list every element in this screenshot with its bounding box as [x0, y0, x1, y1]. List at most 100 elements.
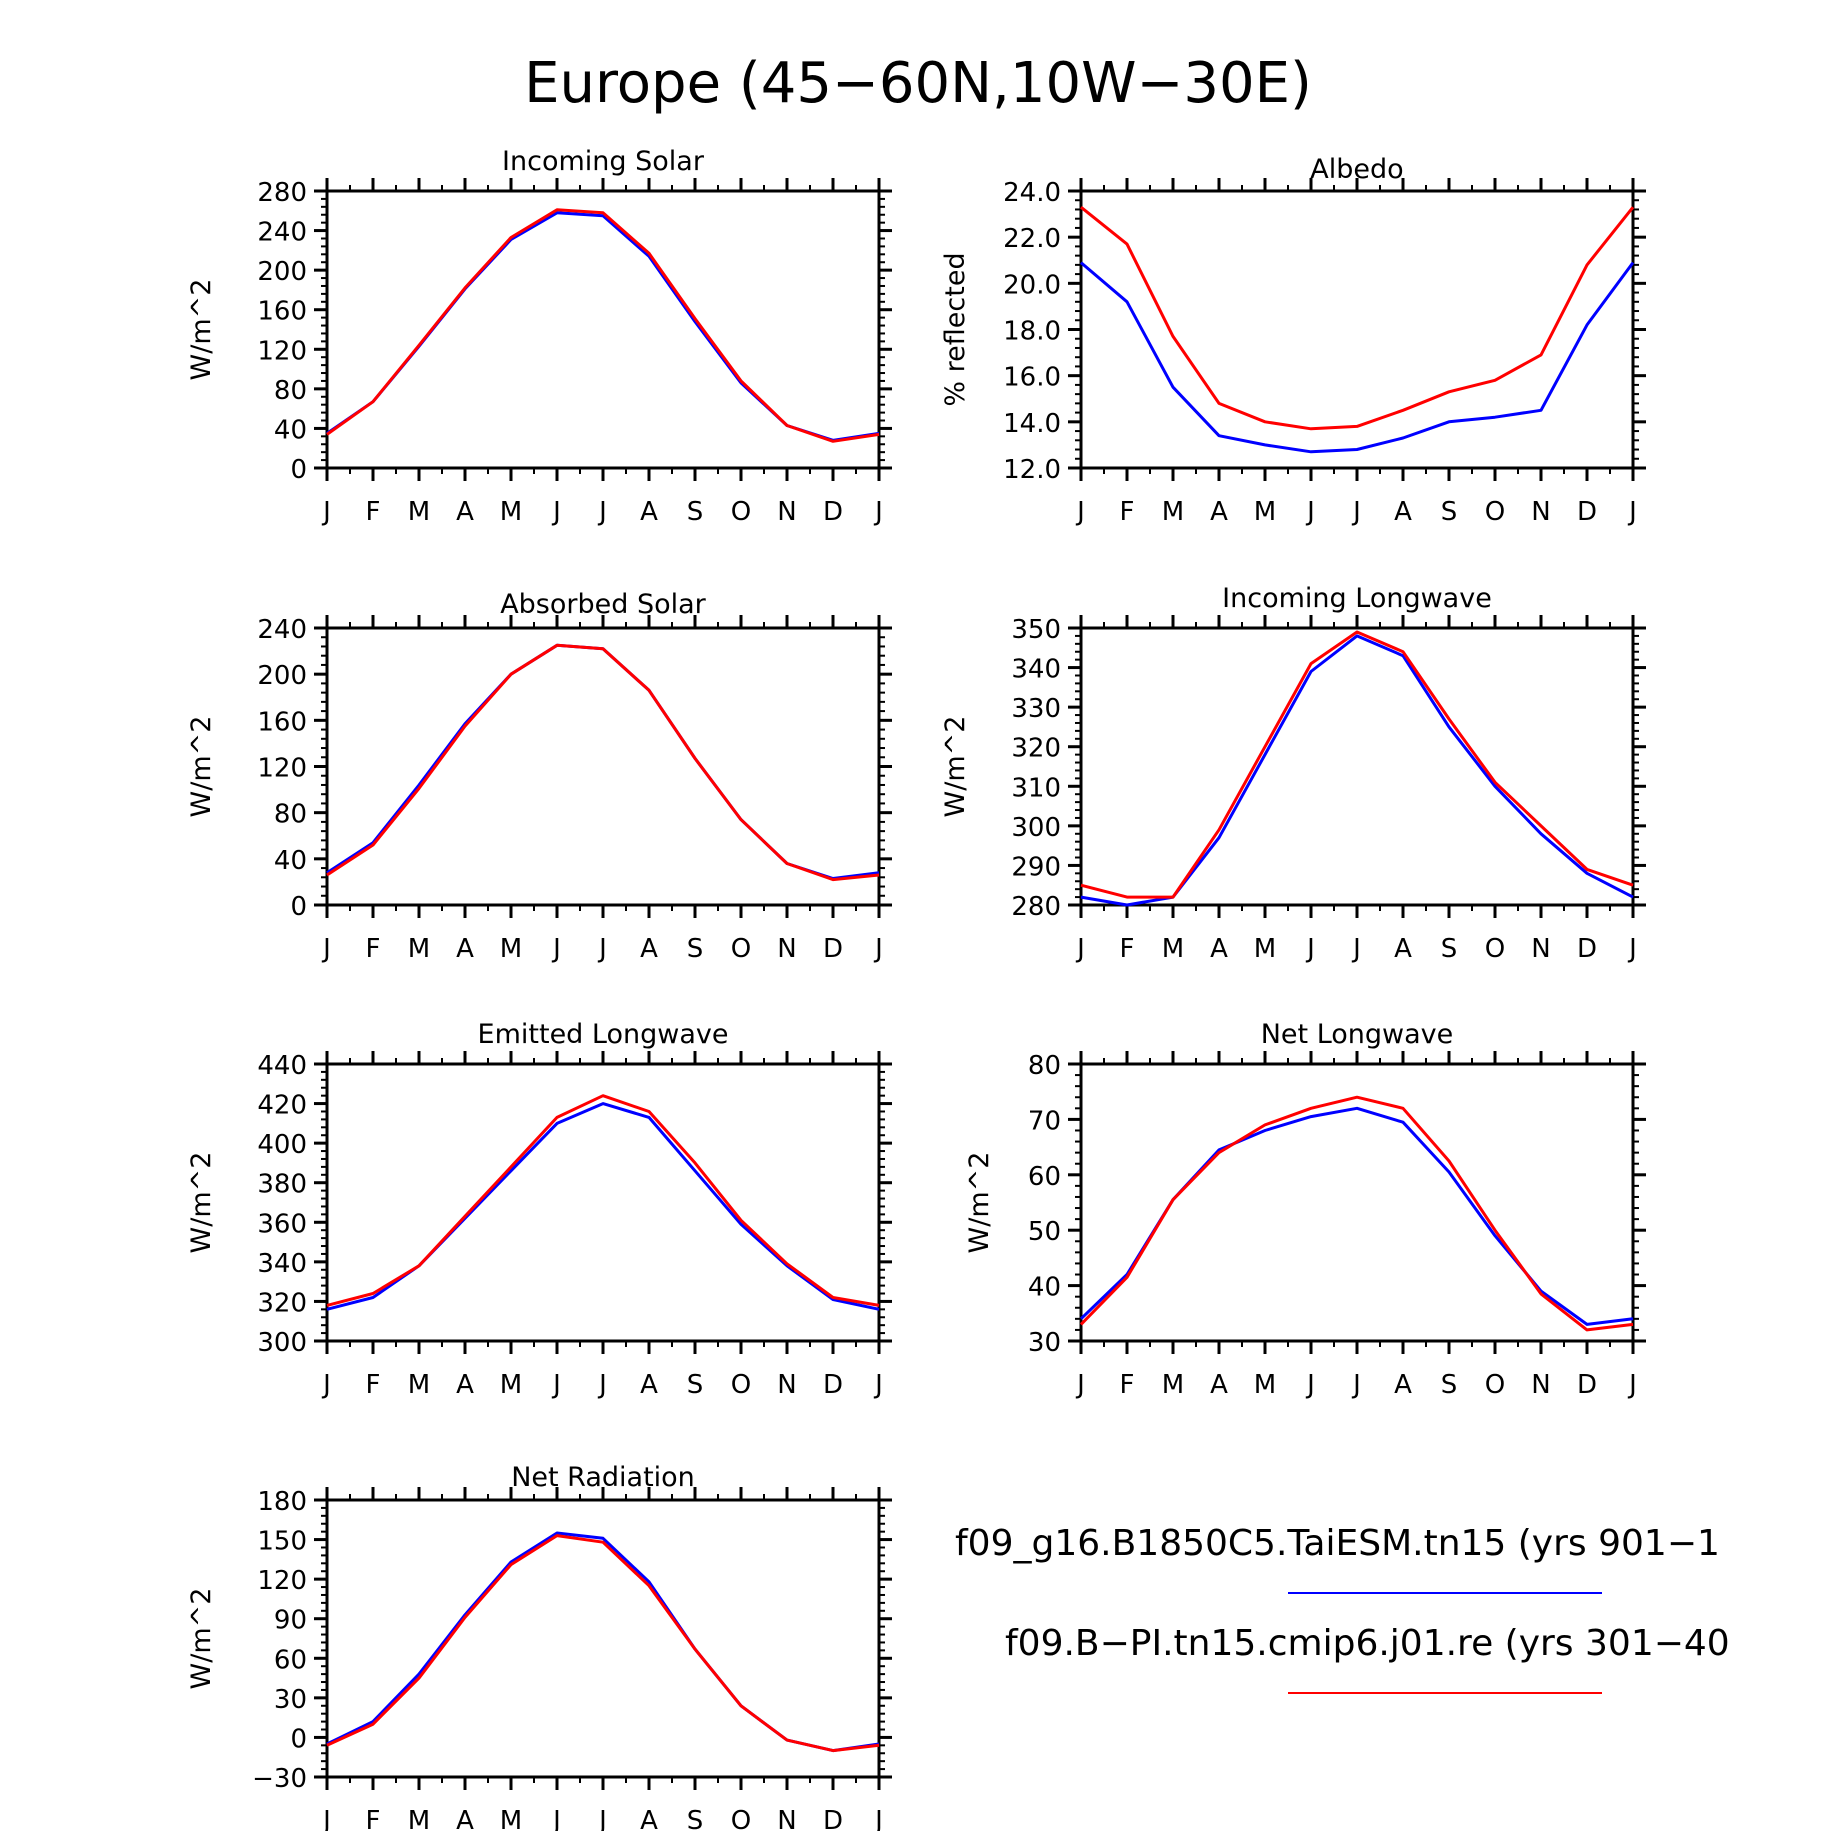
x-tick-label: J [321, 1370, 331, 1400]
y-tick-label: 12.0 [1003, 455, 1061, 485]
main-title: Europe (45−60N,10W−30E) [524, 51, 1312, 116]
x-tick-label: J [873, 1370, 883, 1400]
x-tick-label: J [1627, 1370, 1637, 1400]
x-tick-label: F [366, 1806, 381, 1831]
x-tick-label: D [1577, 934, 1597, 964]
y-tick-label: 0 [290, 455, 307, 485]
y-tick-label: 300 [257, 1328, 307, 1358]
y-tick-label: 60 [274, 1645, 307, 1675]
x-tick-label: M [1162, 497, 1184, 527]
x-tick-label: A [640, 1370, 658, 1400]
series-line-1 [1080, 634, 1634, 907]
x-tick-label: M [408, 1806, 430, 1831]
x-tick-label: J [1075, 934, 1085, 964]
x-tick-label: N [777, 1370, 796, 1400]
x-tick-label: M [500, 934, 522, 964]
x-tick-label: D [1577, 497, 1597, 527]
x-tick-label: J [597, 934, 607, 964]
series-line-2 [326, 208, 880, 443]
x-tick-label: S [687, 934, 704, 964]
x-tick-label: S [1441, 497, 1458, 527]
y-tick-label: 80 [274, 376, 307, 406]
x-tick-label: O [731, 1806, 751, 1831]
panel-title: Net Longwave [1261, 1019, 1454, 1050]
y-tick-label: 160 [257, 707, 307, 737]
x-tick-label: M [500, 1806, 522, 1831]
y-tick-label: 70 [1028, 1106, 1061, 1136]
x-tick-label: S [1441, 1370, 1458, 1400]
panel-3: J F M A M J J A S O N D J280290300310320330340350Inc… [940, 583, 1646, 964]
y-tick-label: 120 [257, 1566, 307, 1596]
x-tick-label: M [1254, 497, 1276, 527]
y-tick-label: 400 [257, 1130, 307, 1160]
series-line-2 [1080, 630, 1634, 899]
y-tick-label: 290 [1011, 852, 1061, 882]
y-tick-label: 320 [257, 1288, 307, 1318]
y-tick-label: 300 [1011, 813, 1061, 843]
y-tick-label: 180 [257, 1487, 307, 1517]
x-tick-label: J [551, 497, 561, 527]
y-tick-label: 20.0 [1003, 270, 1061, 300]
x-tick-label: J [1075, 497, 1085, 527]
x-tick-label: J [873, 934, 883, 964]
y-tick-label: 380 [257, 1170, 307, 1200]
y-tick-label: 420 [257, 1091, 307, 1121]
series-line-2 [326, 643, 880, 882]
y-tick-label: 120 [257, 754, 307, 784]
x-tick-label: S [687, 1806, 704, 1831]
panel-title: Incoming Solar [502, 146, 705, 177]
x-tick-label: J [597, 1370, 607, 1400]
x-tick-label: J [1351, 1370, 1361, 1400]
y-axis-label: W/m^2 [186, 716, 217, 818]
y-tick-label: 340 [1011, 655, 1061, 685]
y-tick-label: 200 [257, 661, 307, 691]
x-tick-label: A [1210, 934, 1228, 964]
x-tick-label: N [777, 934, 796, 964]
y-tick-label: 22.0 [1003, 224, 1061, 254]
x-tick-label: A [456, 497, 474, 527]
y-tick-label: 80 [274, 800, 307, 830]
x-tick-label: J [1305, 1370, 1315, 1400]
x-tick-label: D [823, 1370, 843, 1400]
x-tick-label: A [1210, 1370, 1228, 1400]
y-tick-label: 0 [290, 1724, 307, 1754]
x-tick-label: O [731, 497, 751, 527]
series-line-1 [326, 1531, 880, 1753]
x-tick-label: M [500, 497, 522, 527]
x-tick-label: M [408, 1370, 430, 1400]
y-tick-label: 280 [257, 178, 307, 208]
y-tick-label: −30 [252, 1764, 307, 1794]
y-tick-label: 40 [1028, 1273, 1061, 1303]
x-tick-label: A [456, 1370, 474, 1400]
y-tick-label: 160 [257, 297, 307, 327]
x-tick-label: J [873, 497, 883, 527]
x-tick-label: N [1531, 497, 1550, 527]
x-tick-label: N [777, 1806, 796, 1831]
y-tick-label: 18.0 [1003, 317, 1061, 347]
y-tick-label: 350 [1011, 615, 1061, 645]
x-tick-label: J [1305, 934, 1315, 964]
x-tick-label: N [1531, 1370, 1550, 1400]
panel-title: Incoming Longwave [1222, 583, 1492, 614]
x-tick-label: N [777, 497, 796, 527]
x-tick-label: M [1162, 1370, 1184, 1400]
y-tick-label: 0 [290, 892, 307, 922]
series-line-2 [326, 1094, 880, 1307]
x-tick-label: A [456, 934, 474, 964]
x-tick-label: D [1577, 1370, 1597, 1400]
legend: f09_g16.B1850C5.TaiESM.tn15 (yrs 901−1 f0… [955, 1523, 1730, 1694]
series-line-1 [326, 1102, 880, 1311]
x-tick-label: S [687, 497, 704, 527]
x-tick-label: A [640, 497, 658, 527]
x-tick-label: J [551, 1370, 561, 1400]
series-line-1 [326, 643, 880, 880]
plot-frame [325, 1062, 881, 1343]
x-tick-label: F [366, 934, 381, 964]
x-tick-label: O [731, 934, 751, 964]
y-tick-label: 240 [257, 218, 307, 248]
series-line-2 [1079, 1095, 1634, 1332]
y-axis-label: W/m^2 [964, 1152, 995, 1254]
